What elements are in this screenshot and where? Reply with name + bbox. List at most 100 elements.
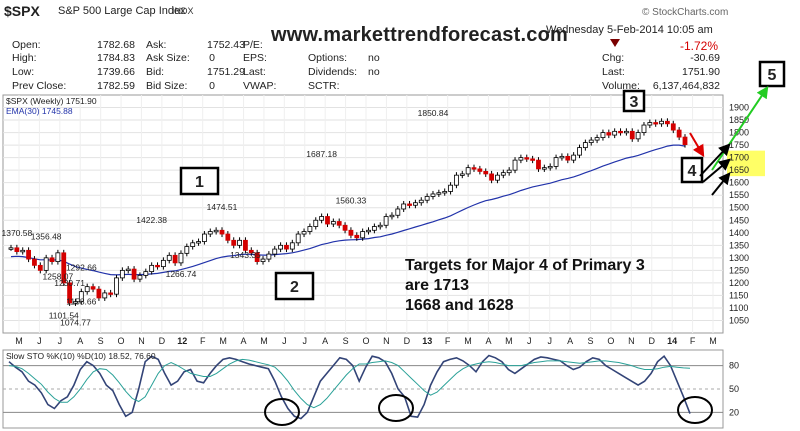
price-candle [266, 253, 272, 260]
price-candle [143, 271, 149, 276]
price-candle [500, 172, 506, 176]
wave-label-box [680, 156, 704, 184]
price-annotation: 1292.66 [66, 263, 97, 273]
wave-label: 5 [768, 67, 777, 84]
x-tick-label: O [607, 336, 614, 346]
quote-value: 1782.68 [97, 39, 135, 51]
quote-label: Ask Size: [146, 52, 190, 64]
price-candle [600, 132, 606, 138]
price-candle [506, 169, 512, 174]
y-tick-label: 1300 [729, 253, 749, 263]
price-candle [582, 142, 588, 149]
price-candle [14, 247, 20, 252]
down-arrow [689, 132, 705, 158]
price-candle [553, 157, 559, 167]
price-candle [635, 132, 641, 140]
x-tick-label: M [709, 336, 717, 346]
price-candle [665, 120, 670, 125]
quote-value: 1752.43 [207, 39, 245, 51]
stochastic-d-line [8, 358, 691, 409]
targets-note: are 1713 [405, 277, 469, 294]
quote-value: 0 [209, 80, 215, 92]
quote-label: VWAP: [243, 80, 277, 92]
y-tick-label: 1650 [729, 165, 749, 175]
price-annotation: 1258.07 [43, 271, 74, 281]
price-candle [401, 203, 407, 210]
price-candle [536, 159, 541, 170]
x-tick-label: 13 [422, 336, 432, 346]
quote-label: Volume: [602, 80, 640, 92]
price-candle [207, 231, 213, 235]
quote-value: 0 [209, 52, 215, 64]
price-candle [114, 277, 119, 295]
x-tick-label: N [383, 336, 390, 346]
price-candle [254, 252, 260, 262]
quote-value: 1751.29 [207, 66, 245, 78]
price-candle [465, 167, 471, 175]
price-candle [348, 229, 354, 236]
price-candle [682, 136, 688, 146]
price-candle [336, 221, 342, 226]
target-arrow [699, 143, 731, 177]
price-candle [606, 132, 612, 136]
quote-label: Last: [602, 66, 625, 78]
price-candle [430, 193, 436, 197]
price-candle [184, 246, 190, 254]
price-candle [313, 219, 319, 227]
price-annotation: 1850.84 [418, 108, 449, 118]
quote-date: Wednesday 5-Feb-2014 10:05 am [546, 24, 713, 36]
price-candle [37, 264, 43, 271]
price-candle [489, 173, 494, 181]
quote-label: Open: [12, 39, 41, 51]
x-tick-label: S [588, 336, 594, 346]
price-candle [166, 254, 172, 261]
oversold-circle [378, 394, 414, 422]
quote-value: 1782.59 [97, 80, 135, 92]
price-candle [412, 202, 418, 206]
quote-label: Chg: [602, 52, 625, 64]
x-tick-label: J [547, 336, 552, 346]
price-candle [371, 226, 377, 231]
price-candle [190, 242, 196, 247]
y-tick-label: 1750 [729, 140, 749, 150]
x-tick-label: 12 [177, 336, 187, 346]
price-candle [307, 226, 313, 232]
price-candle [272, 248, 278, 255]
price-candle [284, 244, 289, 250]
x-tick-label: M [505, 336, 513, 346]
quote-value: 1784.83 [97, 52, 135, 64]
price-candle [495, 174, 500, 181]
oversold-circle [264, 398, 300, 426]
price-candle [90, 286, 96, 290]
x-tick-label: J [37, 336, 42, 346]
quote-value: -30.69 [690, 52, 720, 64]
quote-label: High: [12, 52, 37, 64]
price-candle [354, 234, 360, 239]
price-candle [278, 244, 284, 250]
x-tick-label: 14 [667, 336, 677, 346]
y-tick-label: 1500 [729, 203, 749, 213]
price-candle [512, 159, 518, 171]
price-candle [196, 241, 201, 244]
quote-label: Bid Size: [146, 80, 188, 92]
price-candle [424, 196, 430, 201]
price-candle [459, 173, 465, 176]
quote-label: Last: [243, 66, 266, 78]
y-tick-label: 1700 [729, 153, 749, 163]
up-arrow [711, 86, 769, 171]
wave-label: 3 [630, 94, 639, 111]
price-annotation: 1474.51 [207, 202, 238, 212]
x-tick-label: O [362, 336, 369, 346]
price-candle [96, 288, 102, 299]
targets-note: 1668 and 1628 [405, 297, 514, 314]
x-tick-label: M [260, 336, 268, 346]
pct-change: -1.72% [680, 39, 719, 53]
quote-label: SCTR: [308, 80, 340, 92]
y-tick-label: 1850 [729, 115, 749, 125]
price-candle [676, 129, 682, 138]
price-candle [524, 157, 530, 160]
price-candle [78, 291, 84, 303]
price-candle [547, 165, 553, 169]
x-tick-label: D [159, 336, 166, 346]
price-candle [149, 264, 155, 273]
